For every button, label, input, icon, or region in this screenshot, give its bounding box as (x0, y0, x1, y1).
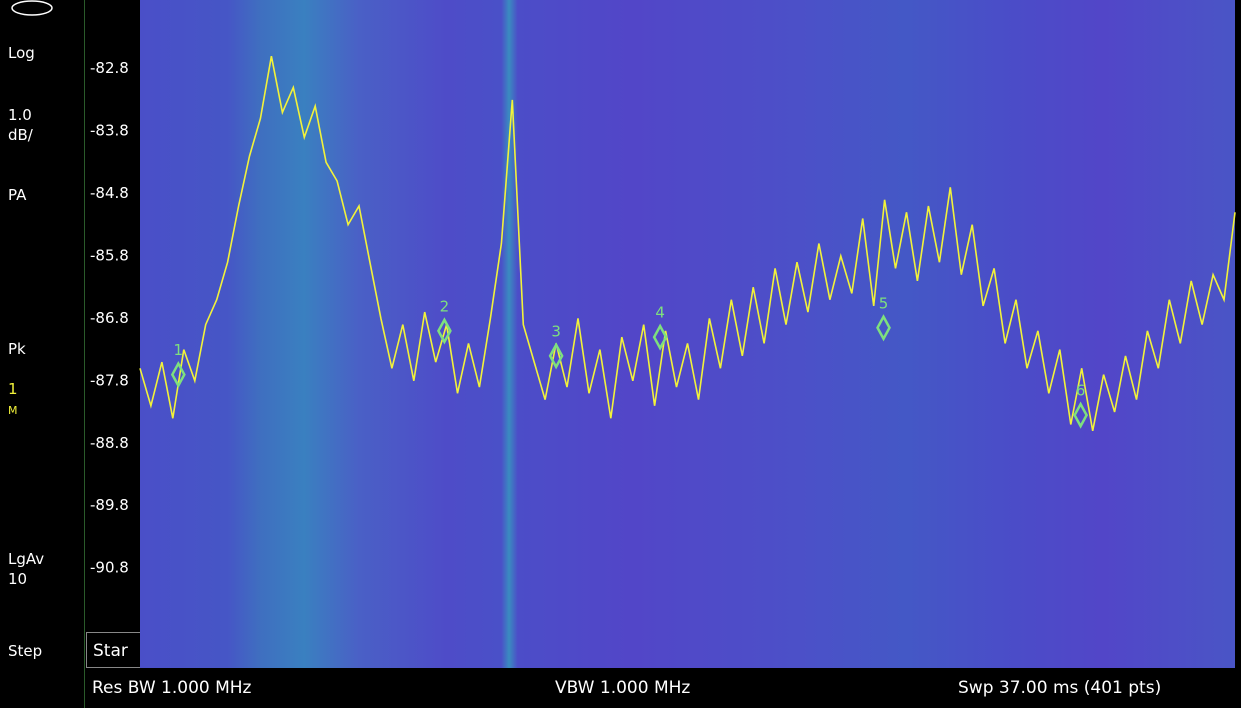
average: LgAv (8, 550, 45, 568)
marker-label: 1 (174, 341, 184, 359)
detector: Pk (8, 340, 26, 358)
marker-label: 5 (879, 294, 889, 312)
marker (436, 317, 452, 345)
y-tick-label: -86.8 (90, 309, 129, 327)
y-tick-label: -90.8 (90, 559, 129, 577)
waterfall-background (140, 0, 1235, 668)
scale-type: Log (8, 44, 35, 62)
trace: 1 (8, 380, 18, 398)
scale-value: 1.0 (8, 106, 32, 124)
scale-unit: dB/ (8, 126, 33, 144)
trace-mode: M (8, 404, 18, 417)
y-tick-label: -83.8 (90, 122, 129, 140)
res-bw: Res BW 1.000 MHz (92, 678, 252, 698)
divider (84, 0, 85, 708)
trace-line (139, 56, 1236, 431)
marker-label: 2 (440, 297, 450, 315)
rotate-icon (11, 0, 53, 16)
step: Step (8, 642, 43, 660)
sweep: Swp 37.00 ms (401 pts) (958, 678, 1162, 698)
average-count: 10 (8, 570, 28, 588)
marker (548, 342, 564, 370)
y-tick-label: -89.8 (90, 496, 129, 514)
marker (876, 314, 891, 342)
start-field: Star (86, 632, 140, 668)
marker-label: 4 (655, 304, 665, 322)
y-tick-label: -84.8 (90, 184, 129, 202)
marker-label: 3 (551, 322, 561, 340)
marker (1073, 401, 1089, 429)
y-tick-label: -82.8 (90, 59, 129, 77)
marker-label: 6 (1076, 382, 1086, 400)
marker (652, 323, 668, 351)
mode: PA (8, 186, 27, 204)
y-tick-label: -85.8 (90, 246, 129, 264)
y-tick-label: -88.8 (90, 434, 129, 452)
vbw: VBW 1.000 MHz (555, 678, 691, 698)
marker (170, 360, 186, 389)
y-tick-label: -87.8 (90, 371, 129, 389)
